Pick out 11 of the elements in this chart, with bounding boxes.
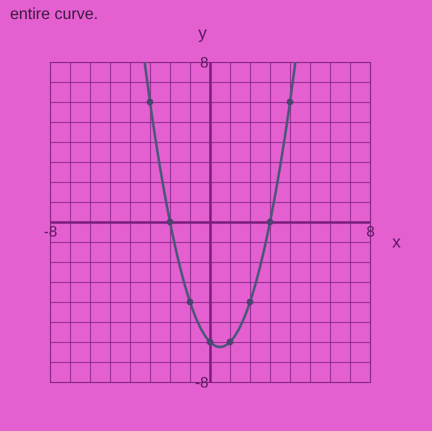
- text: entire curve.: [10, 6, 98, 23]
- point: [246, 298, 254, 306]
- x-axis-title: x: [392, 232, 402, 252]
- y-axis-title: y: [198, 24, 208, 42]
- point: [166, 218, 174, 226]
- point: [206, 338, 214, 346]
- point: [286, 98, 294, 106]
- point: [226, 338, 234, 346]
- point: [266, 218, 274, 226]
- point: [146, 98, 154, 106]
- point: [186, 298, 194, 306]
